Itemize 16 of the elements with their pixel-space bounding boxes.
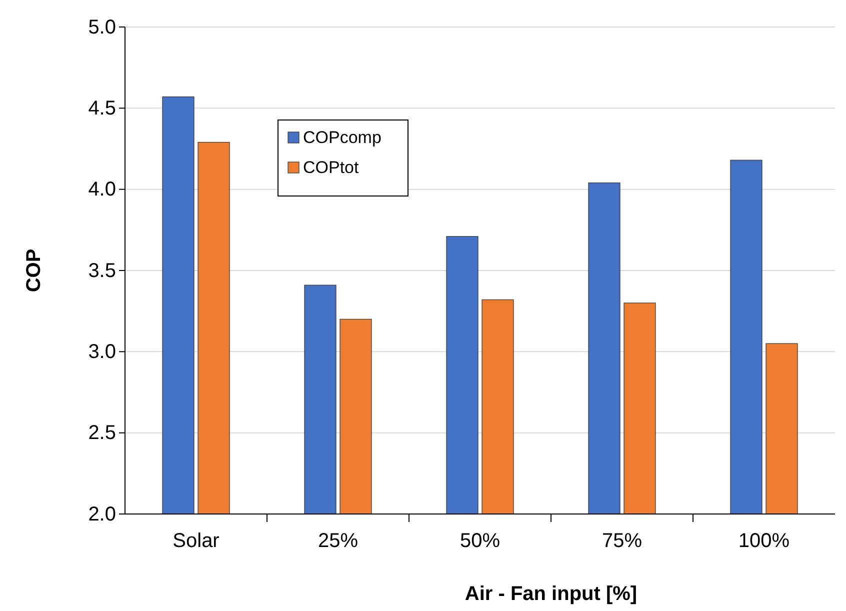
y-tick-label: 4.0 (88, 178, 116, 201)
y-tick-label: 2.0 (88, 503, 116, 526)
y-axis-title: COP (23, 248, 45, 292)
x-tick-label: Solar (172, 530, 220, 552)
x-axis-title: Air - Fan input [%] (464, 583, 638, 605)
legend-label: COPtot (303, 158, 360, 177)
x-tick-label: 100% (738, 530, 790, 552)
x-tick-label: 50% (460, 530, 500, 552)
y-tick-label: 2.5 (88, 422, 116, 444)
y-tick-label: 5.0 (88, 16, 116, 38)
x-tick-label: 25% (318, 530, 358, 552)
y-tick-label: 4.5 (88, 98, 116, 120)
y-tick-label: 3.5 (88, 260, 116, 282)
x-tick-label: 75% (602, 530, 642, 552)
legend-label: COPcomp (303, 128, 382, 147)
y-tick-label: 3.0 (88, 341, 116, 364)
